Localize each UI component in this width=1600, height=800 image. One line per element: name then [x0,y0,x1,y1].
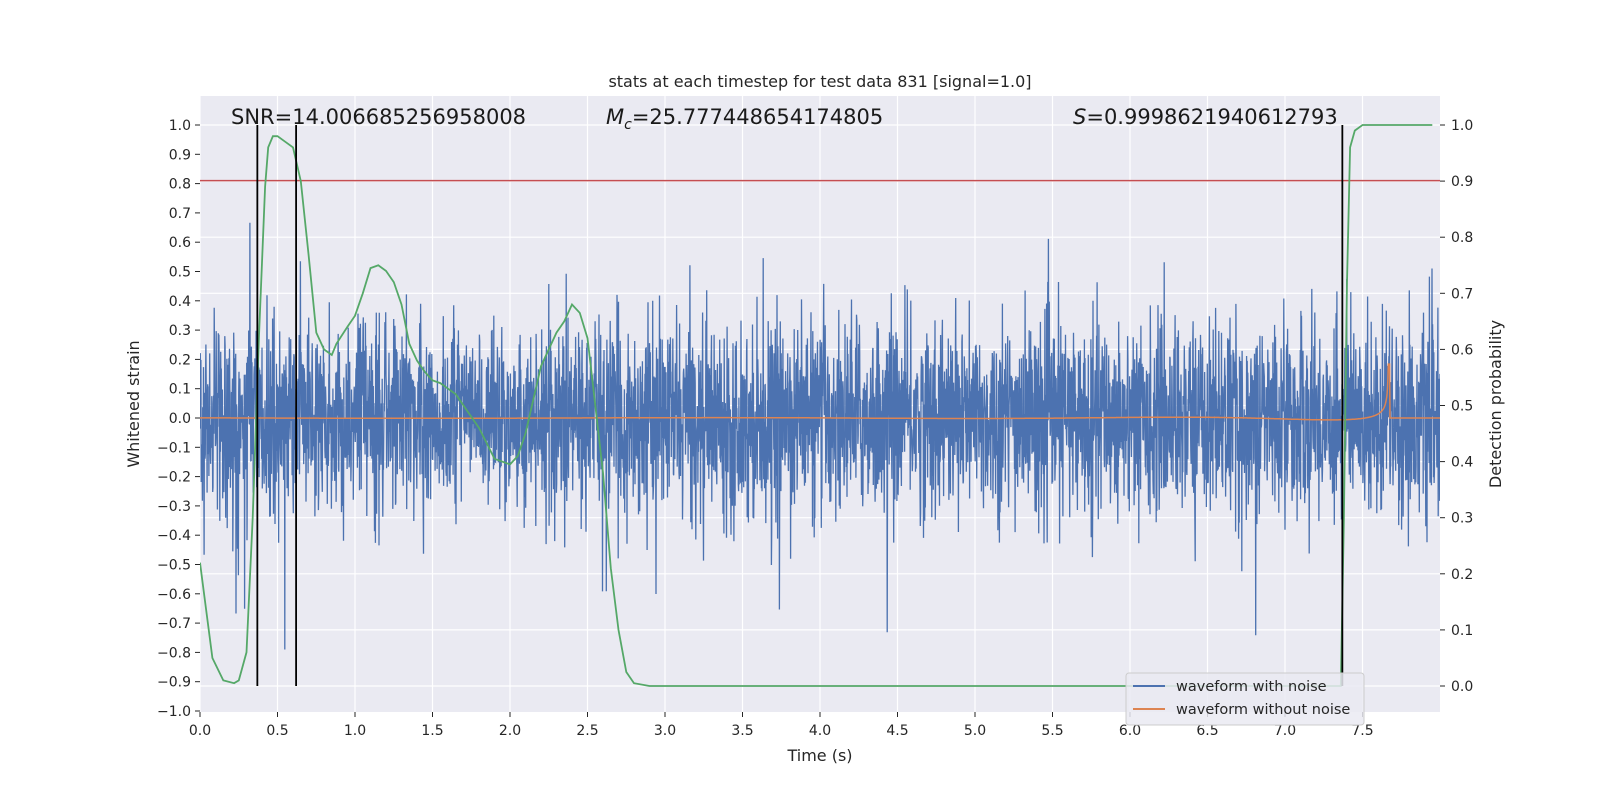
waveform-with-noise-series [200,222,1440,650]
x-tick-label: 7.0 [1274,723,1296,739]
x-tick-label: 0.5 [266,723,288,739]
y-tick-label: −0.6 [157,587,191,603]
x-tick-label: 4.0 [809,723,831,739]
y-tick-label: 0.3 [169,323,191,339]
legend: waveform with noise waveform without noi… [1125,672,1365,726]
y2-tick-label: 1.0 [1451,118,1473,134]
waveform-without-noise-series [200,363,1440,421]
y-tick-label: 0.0 [169,411,191,427]
series-waveform-without-noise [200,363,1440,421]
legend-box [1125,672,1365,726]
x-tick-label: 2.5 [576,723,598,739]
x-tick-label: 5.0 [964,723,986,739]
x-tick-label: 7.5 [1351,723,1373,739]
y2-tick-label: 0.3 [1451,511,1473,527]
x-axis-label: Time (s) [786,746,852,765]
y2-tick-label: 0.8 [1451,230,1473,246]
x-tick-label: 2.0 [499,723,521,739]
y-tick-label: 0.6 [169,235,191,251]
y-tick-label: 0.8 [169,177,191,193]
mc-annotation: Mc=25.777448654174805 [606,105,883,133]
x-tick-label: 1.0 [344,723,366,739]
y-tick-label: −0.7 [157,616,191,632]
y2-tick-label: 0.1 [1451,623,1473,639]
series-waveform-with-noise [200,222,1440,650]
y-tick-label: −0.3 [157,499,191,515]
y-tick-label: 0.1 [169,382,191,398]
y-axis-label: Whitened strain [124,340,143,467]
y-tick-label: 0.4 [169,294,191,310]
y-tick-label: −1.0 [157,704,191,720]
y-tick-label: 0.9 [169,147,191,163]
y-tick-label: −0.4 [157,528,191,544]
x-tick-label: 1.5 [421,723,443,739]
legend-label-noise: waveform with noise [1176,679,1327,695]
y-tick-label: −0.8 [157,645,191,661]
y-tick-label: −0.2 [157,470,191,486]
y2-tick-label: 0.6 [1451,342,1473,358]
y-tick-label: 1.0 [169,118,191,134]
y-tick-label: 0.7 [169,206,191,222]
y2-tick-label: 0.4 [1451,455,1473,471]
snr-annotation: SNR=14.006685256958008 [231,105,526,129]
y-tick-label: −0.9 [157,675,191,691]
chart-title: stats at each timestep for test data 831… [608,72,1031,91]
y2-tick-label: 0.7 [1451,286,1473,302]
y2-tick-label: 0.9 [1451,174,1473,190]
x-tick-label: 6.5 [1196,723,1218,739]
s-annotation: S=0.9998621940612793 [1073,105,1338,129]
right-axis-ticks: 1.0 0.9 0.8 0.7 0.6 0.5 0.4 0.3 0.2 0.1 0.0 [1440,118,1473,695]
x-tick-label: 0.0 [189,723,211,739]
x-tick-label: 3.5 [731,723,753,739]
x-tick-label: 4.5 [886,723,908,739]
vertical-markers [256,125,1344,686]
y2-tick-label: 0.2 [1451,567,1473,583]
x-axis-ticks: 0.0 0.5 1.0 1.5 2.0 2.5 3.0 3.5 4.0 4.5 5.0 5.5 6.0 6… [189,712,1374,739]
legend-label-signal: waveform without noise [1176,702,1350,718]
x-tick-label: 3.0 [654,723,676,739]
y-tick-label: −0.5 [157,558,191,574]
y2-tick-label: 0.5 [1451,399,1473,415]
y2-tick-label: 0.0 [1451,679,1473,695]
y-tick-label: 0.2 [169,352,191,368]
left-axis-ticks: 1.0 0.9 0.8 0.7 0.6 0.5 0.4 0.3 0.2 0.1 0.0 −0.1 −0.… [157,118,200,720]
x-tick-label: 6.0 [1119,723,1141,739]
y2-axis-label: Detection probability [1486,320,1505,488]
y-tick-label: −0.1 [157,440,191,456]
y-tick-label: 0.5 [169,265,191,281]
x-tick-label: 5.5 [1041,723,1063,739]
